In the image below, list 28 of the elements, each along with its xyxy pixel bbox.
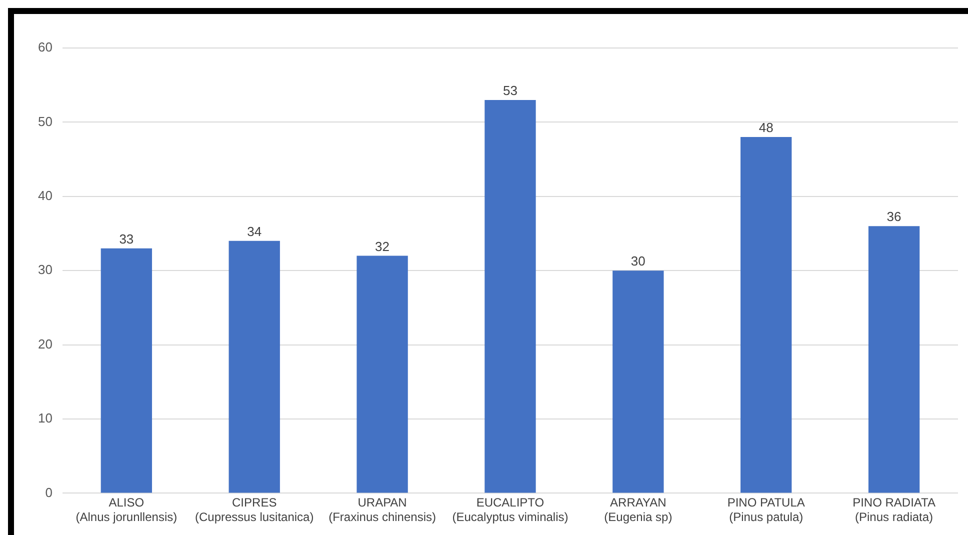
data-label: 32: [375, 238, 390, 254]
y-tick-label: 0: [45, 484, 52, 500]
x-tick-label: PINO PATULA (Pinus patula): [727, 496, 805, 524]
data-label: 30: [630, 254, 646, 269]
x-tick-label: CIPRES (Cupressus lusitanica): [195, 496, 314, 524]
y-tick-label: 10: [38, 410, 52, 426]
bar: [228, 240, 280, 493]
x-tick-label: URAPAN (Fraxinus chinensis): [328, 496, 436, 524]
x-tick-label: PINO RADIATA (Pinus radiata): [852, 496, 936, 524]
y-tick-label: 20: [38, 336, 52, 352]
data-label: 48: [758, 120, 774, 136]
data-label: 36: [886, 209, 902, 224]
y-tick-label: 30: [38, 262, 52, 278]
bar: [740, 137, 792, 493]
data-label: 34: [247, 224, 262, 239]
y-tick-label: 60: [38, 40, 52, 55]
bar: [612, 270, 664, 493]
data-label: 53: [502, 83, 518, 98]
x-tick-label: ALISO (Alnus jorunllensis): [76, 496, 178, 524]
bar: [868, 226, 920, 493]
y-tick-label: 40: [38, 188, 52, 203]
bar: [100, 248, 152, 493]
x-tick-label: ARRAYAN (Eugenia sp): [604, 496, 672, 524]
bar: [356, 256, 408, 493]
y-tick-label: 50: [38, 114, 52, 129]
data-label: 33: [119, 231, 134, 246]
bar: [484, 100, 536, 493]
x-tick-label: EUCALIPTO (Eucalyptus viminalis): [452, 496, 568, 524]
